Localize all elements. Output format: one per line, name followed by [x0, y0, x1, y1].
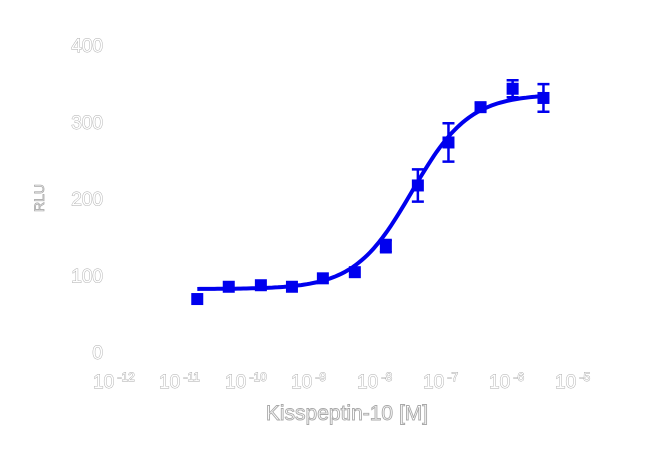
x-tick-label: 10 -12: [93, 370, 135, 393]
data-point: [222, 280, 235, 293]
data-point: [506, 82, 519, 95]
data-point: [442, 136, 455, 149]
data-point: [316, 272, 329, 285]
data-point: [348, 266, 361, 279]
x-tick-label: 10 -9: [291, 370, 326, 393]
y-tick-label: 200: [71, 190, 103, 211]
x-axis-label: Kisspeptin-10 [M]: [266, 402, 428, 425]
data-point: [191, 293, 204, 306]
x-tick-label: 10 -7: [423, 370, 458, 393]
data-point: [537, 91, 550, 104]
fit-curve: [197, 94, 544, 291]
y-axis-label: RLU: [31, 184, 47, 212]
data-point: [254, 279, 267, 292]
x-tick-label: 10 -8: [357, 370, 392, 393]
y-tick-label: 400: [71, 36, 103, 57]
y-tick-label: 300: [71, 113, 103, 134]
x-tick-label: 10 -6: [489, 370, 524, 393]
data-point: [379, 240, 392, 253]
data-point: [285, 280, 298, 293]
x-tick-label: 10 -10: [225, 370, 267, 393]
y-tick-label: 0: [92, 343, 103, 364]
y-tick-label: 100: [71, 266, 103, 287]
data-point: [474, 101, 487, 114]
x-tick-label: 10 -11: [159, 370, 200, 393]
x-tick-label: 10 -5: [555, 370, 590, 393]
data-point: [411, 179, 424, 192]
